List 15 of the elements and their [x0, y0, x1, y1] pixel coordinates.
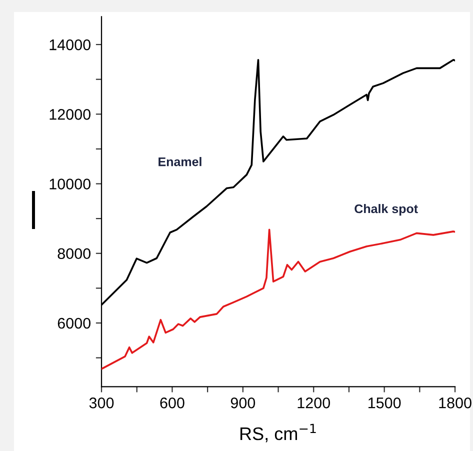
series-label: Chalk spot [354, 204, 418, 216]
y-tick-label: 12000 [50, 109, 90, 120]
line-series [102, 228, 456, 370]
y-tick-label: 8000 [58, 248, 90, 260]
x-tick-label: 300 [89, 398, 114, 408]
y-tick-label: 10000 [50, 178, 90, 190]
x-tick-label: 1200 [298, 398, 330, 408]
x-tick-label: 900 [230, 398, 256, 408]
x-tick-label: 600 [160, 398, 184, 408]
x-tick-label: 1500 [368, 398, 401, 408]
x-tick-label: 1800 [439, 398, 472, 408]
x-axis-title: RS, cm$^{−1}$ [240, 424, 316, 442]
y-tick-label: 14000 [50, 39, 90, 50]
y-tick-label: 6000 [58, 318, 90, 329]
text: Enamel [158, 157, 202, 166]
